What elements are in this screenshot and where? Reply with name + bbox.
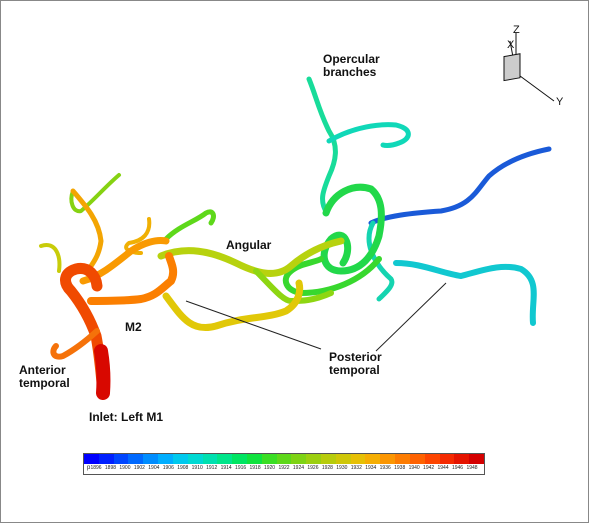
colorbar-swatch bbox=[321, 454, 336, 464]
vessel-green-connector bbox=[282, 256, 382, 296]
colorbar-swatch bbox=[276, 454, 292, 464]
colorbar-tick-label: 1896 bbox=[90, 465, 102, 471]
label-inlet: Inlet: Left M1 bbox=[89, 410, 163, 424]
colorbar-swatch bbox=[113, 454, 129, 464]
vessel-m2-lower bbox=[87, 252, 178, 305]
colorbar-tick-label: 1948 bbox=[466, 465, 478, 471]
colorbar-tick-label: 1900 bbox=[119, 465, 131, 471]
vessel-green-loop bbox=[320, 183, 385, 275]
vessel-branch-right-lower bbox=[393, 260, 537, 326]
colorbar-swatch bbox=[380, 454, 396, 464]
vessel-upper-left-twig bbox=[69, 173, 121, 214]
colorbar-swatch bbox=[306, 454, 321, 464]
colorbar-tick-label: 1898 bbox=[104, 465, 117, 471]
colorbar-tick-label: 1920 bbox=[263, 465, 276, 471]
colorbar-tick-label: 1902 bbox=[133, 465, 145, 471]
colorbar-tick-label: 1926 bbox=[307, 465, 319, 471]
label-m2: M2 bbox=[125, 320, 142, 334]
pressure-colorbar: 1896 1898 1900 1902 1904 1906 1908 1910 1912 1914… bbox=[83, 453, 485, 475]
colorbar-variable-label: p bbox=[87, 465, 91, 471]
colorbar-tick-label: 1918 bbox=[249, 465, 261, 471]
colorbar-tick-label: 1914 bbox=[220, 465, 232, 471]
colorbar-tick-label: 1932 bbox=[350, 465, 362, 471]
colorbar-swatch bbox=[187, 454, 203, 464]
posterior-leader-2 bbox=[375, 282, 447, 352]
colorbar-tick-label: 1930 bbox=[336, 465, 348, 471]
colorbar-swatch bbox=[98, 454, 114, 464]
colorbar-tick-label: 1904 bbox=[148, 465, 160, 471]
colorbar-tick-label: 1944 bbox=[437, 465, 449, 471]
vessel-left-twig bbox=[39, 243, 62, 273]
colorbar-swatch bbox=[261, 454, 277, 464]
colorbar-tick-label: 1916 bbox=[235, 465, 247, 471]
colorbar-swatch bbox=[395, 454, 410, 464]
colorbar-swatch bbox=[291, 454, 307, 464]
colorbar-tick-label: 1908 bbox=[177, 465, 189, 471]
colorbar-swatch bbox=[469, 454, 484, 464]
vessel-opercular-side bbox=[326, 122, 411, 148]
colorbar-tick-label: 1940 bbox=[408, 465, 420, 471]
colorbar-swatch bbox=[158, 454, 173, 464]
colorbar-swatch bbox=[128, 454, 144, 464]
vessel-angular-loop bbox=[253, 268, 334, 304]
colorbar-swatch bbox=[365, 454, 381, 464]
colorbar-swatch bbox=[217, 454, 233, 464]
colorbar-swatch bbox=[202, 454, 218, 464]
colorbar-swatch bbox=[350, 454, 366, 464]
vessel-posterior-temporal bbox=[162, 279, 304, 331]
colorbar-tick-label: 1912 bbox=[206, 465, 218, 471]
colorbar-swatch bbox=[143, 454, 159, 464]
colorbar-tick-label: 1928 bbox=[321, 465, 333, 471]
label-anterior-temporal: Anterior temporal bbox=[19, 363, 70, 390]
label-posterior-temporal: Posterior temporal bbox=[329, 350, 382, 377]
colorbar-tick-label: 1906 bbox=[162, 465, 174, 471]
vessel-upper-hook bbox=[163, 209, 216, 242]
axis-label-z: Z bbox=[513, 24, 520, 36]
colorbar-swatch bbox=[84, 454, 99, 464]
colorbar-tick-label: 1922 bbox=[278, 465, 290, 471]
axis-label-y: Y bbox=[556, 96, 564, 108]
axes-triad: Z X Y bbox=[503, 24, 564, 108]
colorbar-swatch bbox=[246, 454, 262, 464]
posterior-leader-1 bbox=[185, 300, 322, 350]
colorbar-strip bbox=[84, 454, 484, 464]
colorbar-swatch bbox=[439, 454, 455, 464]
colorbar-swatch bbox=[424, 454, 440, 464]
vessel-upper-left-orange bbox=[70, 188, 104, 272]
vessel-anterior-temporal bbox=[50, 328, 100, 360]
colorbar-tick-label: 1942 bbox=[423, 465, 435, 471]
colorbar-swatch bbox=[172, 454, 188, 464]
colorbar-tick-label: 1946 bbox=[451, 465, 464, 471]
label-opercular-branches: Opercular branches bbox=[323, 52, 380, 79]
colorbar-tick-label: 1936 bbox=[379, 465, 391, 471]
label-angular: Angular bbox=[226, 238, 272, 252]
colorbar-swatch bbox=[454, 454, 470, 464]
vessel-branch-far-right bbox=[368, 146, 552, 226]
colorbar-ticks: 1896 1898 1900 1902 1904 1906 1908 1910 1912 1914… bbox=[84, 465, 484, 474]
vessel-branch-cyan-hook bbox=[366, 220, 395, 302]
vessel-inlet bbox=[94, 344, 111, 400]
colorbar-tick-label: 1934 bbox=[365, 465, 377, 471]
colorbar-tick-label: 1924 bbox=[292, 465, 305, 471]
vessel-angular bbox=[157, 237, 345, 277]
colorbar-swatch bbox=[335, 454, 351, 464]
axis-label-x: X bbox=[507, 39, 515, 51]
colorbar-swatch bbox=[232, 454, 247, 464]
colorbar-swatch bbox=[409, 454, 425, 464]
vessel-opercular-main bbox=[306, 76, 338, 216]
colorbar-tick-label: 1910 bbox=[191, 465, 203, 471]
colorbar-tick-label: 1938 bbox=[394, 465, 406, 471]
